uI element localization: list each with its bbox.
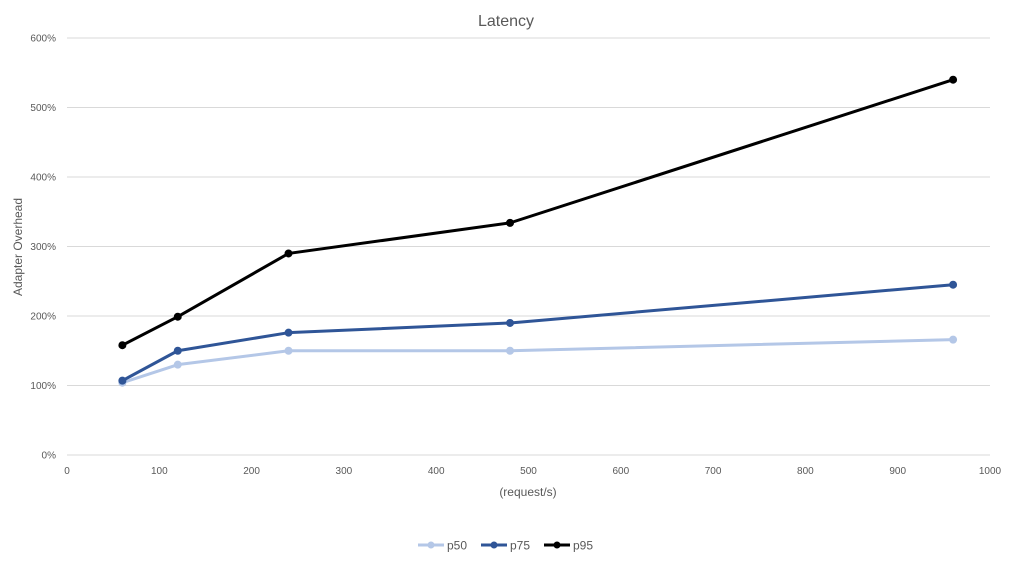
gridlines [67,37,990,456]
data-point-p95 [173,312,182,321]
legend-label-p50: p50 [447,539,467,553]
x-tick-label: 100 [151,466,168,477]
data-point-p75 [506,318,515,327]
x-tick-label: 800 [797,466,814,477]
legend-item-p50: p50 [418,539,467,553]
series-layer [118,75,958,387]
data-point-p50 [284,346,293,355]
x-tick-label: 600 [612,466,629,477]
data-point-p50 [173,360,182,369]
data-point-p95 [949,75,958,84]
x-tick-label: 200 [243,466,260,477]
legend-marker-p50 [427,541,435,549]
legend-item-p95: p95 [544,539,593,553]
legend-label-p75: p75 [510,539,530,553]
data-point-p95 [118,341,127,350]
x-axis-ticks: 0 100 200 300 400 500 600 700 800 900 1000 [64,466,1001,477]
y-tick-label: 100% [30,381,56,392]
legend-marker-p95 [553,541,561,549]
series-line-p50 [120,338,955,385]
legend: p50 p75 p95 [418,539,593,553]
x-axis-title: (request/s) [499,485,556,499]
legend-item-p75: p75 [481,539,530,553]
x-tick-label: 1000 [979,466,1002,477]
x-tick-label: 500 [520,466,537,477]
series-line-p75 [120,283,955,383]
series-p95 [118,75,958,350]
legend-label-p95: p95 [573,539,593,553]
data-point-p95 [284,249,293,258]
data-point-p50 [506,346,515,355]
x-tick-label: 900 [889,466,906,477]
series-p75 [118,280,958,385]
data-point-p75 [284,328,293,337]
data-point-p95 [506,218,515,227]
legend-marker-p75 [490,541,498,549]
x-tick-label: 700 [705,466,722,477]
y-tick-label: 300% [30,242,56,253]
y-tick-label: 400% [30,173,56,184]
y-axis-title: Adapter Overhead [11,198,25,296]
x-tick-label: 300 [336,466,353,477]
series-line-p95 [120,78,955,347]
y-tick-label: 0% [42,451,57,462]
x-tick-label: 400 [428,466,445,477]
x-tick-label: 0 [64,466,70,477]
y-tick-label: 200% [30,312,56,323]
y-tick-label: 500% [30,103,56,114]
y-tick-label: 600% [30,34,56,45]
data-point-p50 [949,335,958,344]
data-point-p75 [118,376,127,385]
data-point-p75 [173,346,182,355]
chart-title: Latency [478,13,534,30]
data-point-p75 [949,280,958,289]
y-axis-ticks: 0% 100% 200% 300% 400% 500% 600% [30,34,56,462]
series-p50 [118,335,958,387]
